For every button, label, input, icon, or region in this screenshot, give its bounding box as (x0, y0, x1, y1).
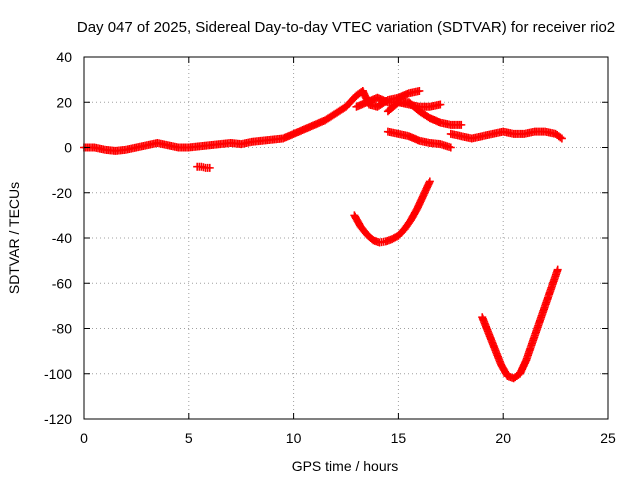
data-point (556, 133, 565, 142)
data-point (446, 143, 455, 152)
y-tick-label: -100 (44, 366, 72, 382)
data-point (557, 134, 566, 143)
y-tick-label: 40 (56, 49, 72, 65)
series-short-arc (193, 162, 214, 172)
x-tick-label: 0 (80, 430, 88, 446)
x-axis-label: GPS time / hours (292, 458, 399, 474)
y-tick-label: -20 (52, 185, 72, 201)
series-lower-arc (383, 127, 455, 152)
x-tick-label: 10 (286, 430, 302, 446)
x-tick-label: 25 (600, 430, 616, 446)
y-axis-label: SDTVAR / TECUs (6, 182, 22, 294)
data-point (425, 177, 434, 186)
series-dip-2 (478, 265, 562, 383)
y-tick-label: -80 (52, 321, 72, 337)
x-tick-label: 15 (391, 430, 407, 446)
data-point (553, 265, 562, 274)
data-point (436, 100, 445, 109)
data-points (80, 86, 566, 383)
x-tick-label: 5 (185, 430, 193, 446)
x-tick-label: 20 (495, 430, 511, 446)
data-point (205, 163, 214, 172)
chart-title: Day 047 of 2025, Sidereal Day-to-day VTE… (77, 19, 615, 36)
series-branch-arc (383, 98, 466, 129)
data-point (415, 86, 424, 95)
y-tick-label: 0 (64, 140, 72, 156)
axis-ticks: 0 5 10 15 20 25 -120 -100 -80 -60 -40 -20 0 20 40 (44, 49, 616, 446)
y-tick-label: -40 (52, 230, 72, 246)
data-point (457, 120, 466, 129)
y-tick-label: -60 (52, 275, 72, 291)
y-tick-label: -120 (44, 411, 72, 427)
series-dip-1 (350, 177, 434, 247)
series-late-arc (446, 127, 566, 143)
grid-lines (84, 57, 608, 419)
y-tick-label: 20 (56, 94, 72, 110)
